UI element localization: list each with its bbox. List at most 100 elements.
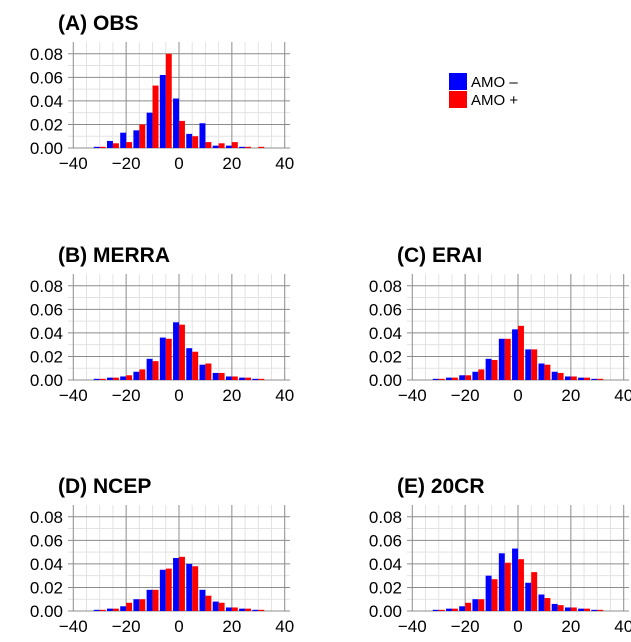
bar-amo-plus bbox=[112, 608, 119, 611]
panel-title: (C) ERAI bbox=[397, 244, 482, 267]
bar-amo-plus bbox=[139, 124, 146, 148]
x-tick-label: −40 bbox=[398, 386, 427, 405]
y-tick-label: 0.02 bbox=[30, 347, 63, 366]
x-tick-label: 40 bbox=[614, 386, 631, 405]
bar-amo-minus bbox=[432, 378, 439, 380]
x-tick-label: 0 bbox=[174, 386, 183, 405]
x-tick-label: 0 bbox=[174, 617, 183, 636]
bar-amo-plus bbox=[152, 589, 159, 611]
x-tick-label: −40 bbox=[59, 154, 88, 173]
bar-amo-minus bbox=[591, 609, 598, 611]
y-tick-label: 0.00 bbox=[30, 602, 63, 621]
bar-amo-minus bbox=[93, 378, 100, 380]
panel-20cr: 0.00 0.02 0.04 0.06 0.08 −40 −20 0 20 40 (E) 20CR bbox=[369, 475, 631, 636]
bar-amo-plus bbox=[112, 143, 119, 148]
bar-amo-minus bbox=[146, 589, 153, 611]
x-tick-label: 0 bbox=[174, 154, 183, 173]
legend-label-amo-minus: AMO – bbox=[471, 74, 518, 91]
x-tick-label: −40 bbox=[398, 617, 427, 636]
bar-amo-plus bbox=[192, 351, 199, 380]
panel-obs: 0.00 0.02 0.04 0.06 0.08 −40 −20 0 20 40 (A) OBS bbox=[30, 12, 294, 173]
y-tick-label: 0.04 bbox=[30, 555, 63, 574]
bar-amo-plus bbox=[531, 349, 538, 380]
bar-amo-plus bbox=[152, 85, 159, 148]
bar-amo-plus bbox=[218, 372, 225, 380]
bar-amo-plus bbox=[99, 146, 106, 148]
bar-amo-plus bbox=[451, 377, 458, 380]
y-tick-label: 0.08 bbox=[369, 508, 402, 527]
bar-amo-plus bbox=[231, 142, 238, 148]
bar-amo-minus bbox=[173, 322, 179, 380]
y-tick-label: 0.06 bbox=[30, 300, 63, 319]
bar-amo-plus bbox=[557, 605, 564, 611]
bar-amo-minus bbox=[173, 558, 179, 611]
x-tick-label: 0 bbox=[513, 617, 522, 636]
bar-amo-plus bbox=[245, 608, 252, 611]
bar-amo-minus bbox=[239, 608, 246, 611]
bar-amo-plus bbox=[192, 566, 199, 611]
panel-title: (A) OBS bbox=[58, 12, 139, 35]
x-tick-label: 40 bbox=[614, 617, 631, 636]
bar-amo-minus bbox=[472, 371, 479, 380]
bar-amo-plus bbox=[597, 609, 604, 611]
bar-amo-minus bbox=[186, 133, 193, 148]
bar-amo-minus bbox=[212, 145, 219, 148]
y-tick-label: 0.02 bbox=[30, 115, 63, 134]
panel-erai: 0.00 0.02 0.04 0.06 0.08 −40 −20 0 20 40 (C) ERAI bbox=[369, 244, 631, 405]
bar-amo-minus bbox=[512, 329, 518, 380]
bar-amo-minus bbox=[485, 358, 492, 380]
bar-amo-plus bbox=[231, 607, 238, 611]
x-tick-label: 40 bbox=[275, 154, 294, 173]
bar-amo-plus bbox=[126, 602, 133, 611]
y-tick-label: 0.04 bbox=[369, 555, 402, 574]
bar-amo-plus bbox=[112, 377, 119, 380]
bar-amo-plus bbox=[570, 376, 577, 380]
legend-swatch-amo-plus bbox=[449, 91, 467, 108]
bar-amo-plus bbox=[152, 361, 159, 380]
bar-amo-plus bbox=[165, 338, 172, 380]
bar-amo-minus bbox=[133, 599, 140, 611]
bar-amo-plus bbox=[192, 136, 199, 148]
x-tick-label: 20 bbox=[222, 617, 241, 636]
bar-amo-minus bbox=[133, 130, 140, 148]
bar-amo-minus bbox=[472, 599, 479, 611]
bar-amo-minus bbox=[239, 377, 246, 380]
legend-label-amo-plus: AMO + bbox=[471, 92, 518, 109]
legend: AMO – AMO + bbox=[449, 73, 518, 109]
bar-amo-plus bbox=[570, 607, 577, 611]
bar-amo-plus bbox=[451, 608, 458, 611]
bar-amo-plus bbox=[491, 579, 498, 611]
bar-amo-plus bbox=[544, 598, 551, 611]
bar-amo-minus bbox=[551, 371, 558, 380]
panels: 0.00 0.02 0.04 0.06 0.08 −40 −20 0 20 40 (A) OBS 0.… bbox=[30, 12, 631, 636]
bar-amo-plus bbox=[179, 556, 185, 611]
bar-amo-plus bbox=[139, 599, 146, 611]
x-tick-label: 20 bbox=[222, 154, 241, 173]
bar-amo-minus bbox=[159, 74, 166, 148]
bar-amo-plus bbox=[205, 142, 212, 148]
bar-amo-minus bbox=[106, 140, 113, 148]
bar-amo-plus bbox=[258, 609, 265, 611]
bar-amo-minus bbox=[225, 607, 232, 611]
bar-amo-minus bbox=[578, 377, 585, 380]
bar-amo-plus bbox=[99, 609, 106, 611]
x-tick-label: −20 bbox=[112, 386, 141, 405]
bar-amo-minus bbox=[445, 377, 452, 380]
x-tick-label: −20 bbox=[451, 617, 480, 636]
y-tick-label: 0.00 bbox=[369, 602, 402, 621]
bar-amo-plus bbox=[165, 568, 172, 611]
bar-amo-minus bbox=[578, 608, 585, 611]
bar-amo-minus bbox=[212, 372, 219, 380]
bar-amo-minus bbox=[551, 603, 558, 611]
bar-amo-minus bbox=[225, 145, 232, 148]
bar-amo-minus bbox=[199, 123, 206, 148]
x-tick-label: −20 bbox=[112, 617, 141, 636]
bar-amo-minus bbox=[252, 609, 259, 611]
panel-title: (B) MERRA bbox=[58, 244, 170, 267]
bar-amo-minus bbox=[564, 376, 571, 380]
bar-amo-plus bbox=[218, 602, 225, 611]
x-tick-label: 20 bbox=[561, 617, 580, 636]
panel-title: (E) 20CR bbox=[397, 475, 485, 498]
y-tick-label: 0.08 bbox=[30, 45, 63, 64]
bar-amo-minus bbox=[212, 601, 219, 611]
